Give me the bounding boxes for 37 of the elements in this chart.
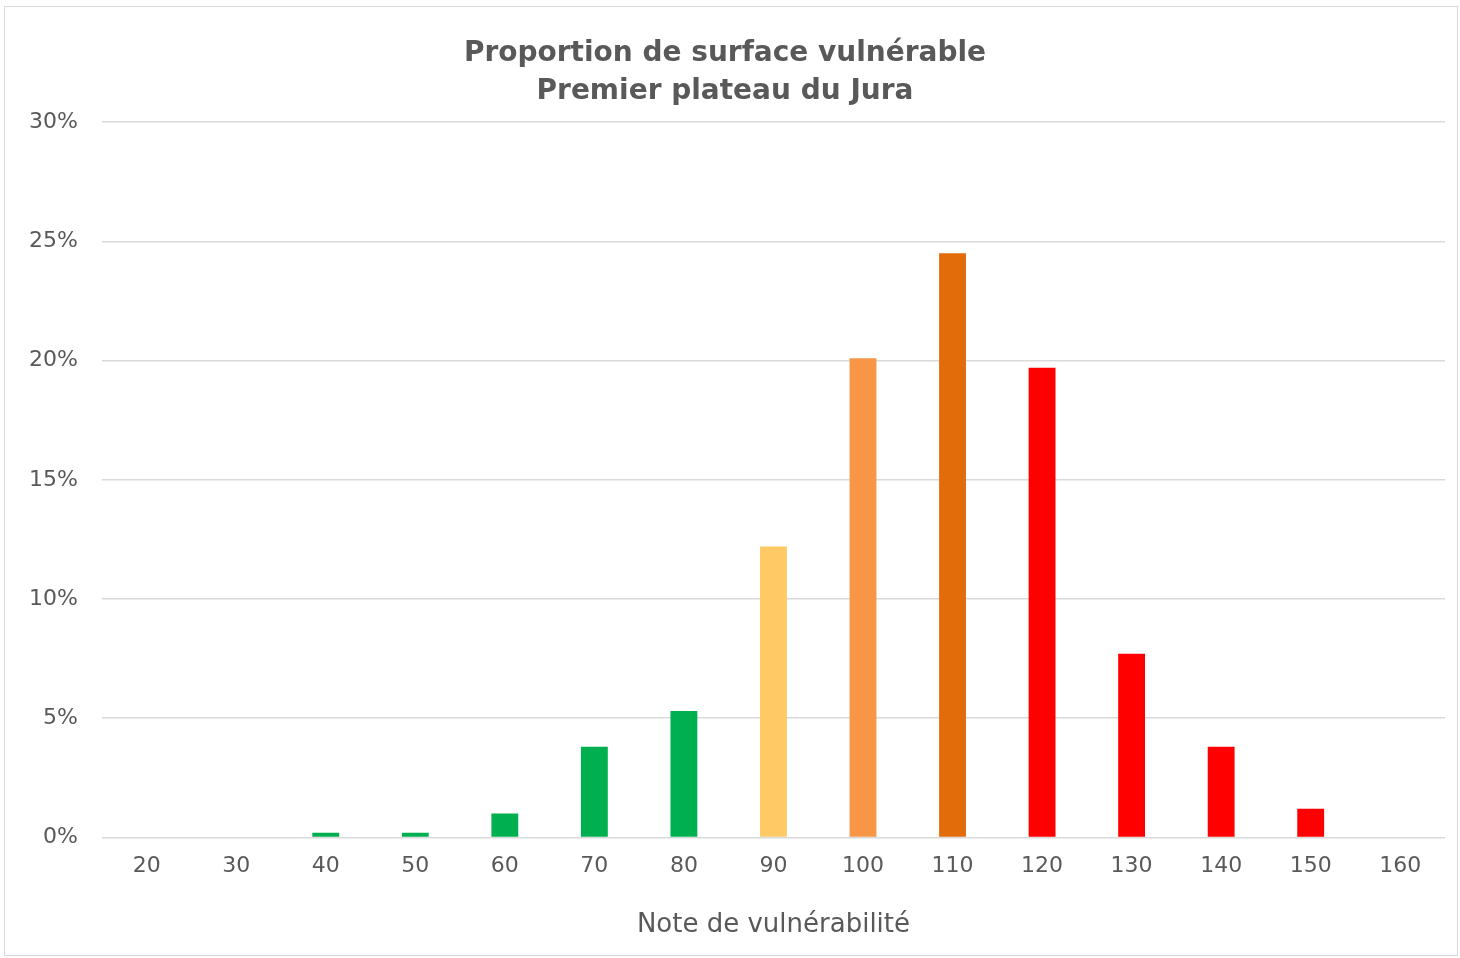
x-tick-label: 70 xyxy=(580,852,609,878)
x-tick-label: 130 xyxy=(1110,852,1153,878)
y-tick-label: 15% xyxy=(28,465,78,491)
bar xyxy=(1118,653,1146,837)
y-tick-label: 25% xyxy=(28,227,78,253)
x-tick-label: 110 xyxy=(931,852,974,878)
x-tick-label: 60 xyxy=(490,852,519,878)
bar xyxy=(1028,367,1056,837)
bar xyxy=(939,253,966,837)
y-tick-label: 10% xyxy=(28,584,78,610)
bar xyxy=(1297,808,1325,837)
x-tick-label: 100 xyxy=(841,852,884,878)
y-tick-label: 5% xyxy=(42,703,78,729)
x-tick-label: 90 xyxy=(759,852,788,878)
x-tick-label: 80 xyxy=(669,852,698,878)
x-tick-label: 120 xyxy=(1021,852,1064,878)
x-tick-label: 150 xyxy=(1289,852,1332,878)
bar xyxy=(580,746,608,837)
bar xyxy=(760,546,787,837)
x-axis-title: Note de vulnérabilité xyxy=(636,908,911,939)
y-tick-label: 30% xyxy=(28,107,78,133)
bar xyxy=(491,813,519,837)
x-tick-label: 50 xyxy=(401,852,430,878)
x-tick-label: 160 xyxy=(1379,852,1422,878)
x-tick-label: 40 xyxy=(311,852,340,878)
bar xyxy=(670,711,698,837)
bar xyxy=(1207,746,1235,837)
y-tick-label: 20% xyxy=(28,346,78,372)
x-tick-label: 30 xyxy=(222,852,251,878)
x-tick-label: 140 xyxy=(1200,852,1243,878)
bar xyxy=(312,832,340,837)
y-tick-label: 0% xyxy=(42,823,78,849)
x-tick-label: 20 xyxy=(132,852,161,878)
chart-subtitle: Premier plateau du Jura xyxy=(536,72,914,106)
bar xyxy=(849,358,877,837)
chart-title: Proportion de surface vulnérable xyxy=(463,35,987,69)
bar xyxy=(401,832,429,837)
